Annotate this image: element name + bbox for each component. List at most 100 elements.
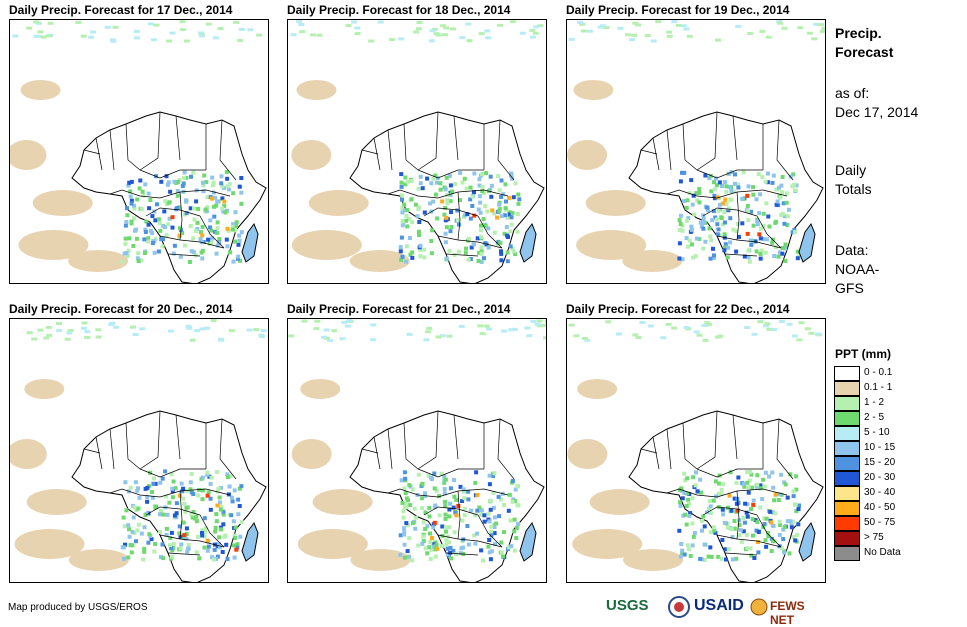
precip-cell — [161, 556, 166, 561]
precip-cell — [166, 180, 171, 185]
precip-cell — [124, 251, 129, 255]
panel-title: Daily Precip. Forecast for 20 Dec., 2014 — [9, 302, 233, 316]
precip-cell — [80, 34, 87, 38]
precip-cell — [110, 39, 117, 43]
precip-cell — [169, 31, 176, 35]
legend-swatch — [834, 501, 860, 516]
precip-cell — [237, 38, 244, 42]
precip-cell — [159, 509, 163, 513]
country-border — [702, 506, 758, 516]
precip-cell — [526, 334, 533, 338]
dry-patch — [24, 379, 65, 399]
precip-cell-heavy — [234, 547, 239, 552]
precip-cell — [206, 544, 211, 549]
precip-cell — [237, 504, 242, 508]
precip-cell — [709, 511, 713, 516]
precip-cell — [751, 223, 756, 228]
precip-cell — [488, 174, 493, 179]
precip-cell-heavy — [182, 533, 187, 538]
precip-cell — [213, 529, 218, 534]
dry-patch — [585, 190, 646, 216]
precip-cell — [723, 220, 727, 225]
precip-cell — [219, 181, 224, 186]
dry-patch — [589, 489, 650, 515]
precip-cell — [210, 555, 214, 560]
precip-cell — [135, 197, 140, 202]
precip-cell — [200, 488, 205, 493]
precip-cell — [428, 39, 435, 43]
precip-cell — [685, 543, 690, 548]
precip-cell — [761, 223, 766, 228]
precip-cell — [208, 218, 213, 223]
precip-cell — [448, 486, 453, 491]
precip-cell — [764, 516, 769, 521]
precip-cell — [139, 258, 144, 263]
precip-cell — [779, 472, 784, 477]
precip-cell — [734, 556, 739, 561]
precip-cell-heavy — [225, 226, 230, 231]
precip-cell — [732, 496, 737, 501]
precip-cell — [738, 528, 743, 533]
precip-cell — [507, 212, 512, 217]
precip-cell — [139, 531, 144, 536]
precip-cell — [783, 242, 788, 247]
precip-cell — [123, 480, 128, 485]
precip-cell — [434, 488, 439, 493]
precip-cell — [728, 240, 733, 245]
precip-cell — [126, 555, 131, 560]
precip-cell — [472, 533, 477, 538]
precip-cell — [723, 245, 728, 250]
precip-cell — [766, 214, 771, 219]
seal-icon — [668, 596, 690, 618]
precip-cell — [404, 244, 409, 249]
precip-cell — [695, 198, 700, 203]
precip-cell — [199, 34, 206, 38]
precip-cell — [795, 533, 800, 537]
precip-cell — [465, 524, 470, 528]
precip-cell — [529, 35, 536, 39]
legend-swatch — [834, 456, 860, 471]
precip-cell — [200, 180, 205, 185]
precip-cell — [703, 173, 708, 178]
precip-cell — [113, 325, 120, 329]
country-border — [145, 506, 201, 516]
country-border — [423, 207, 479, 217]
precip-cell — [766, 327, 773, 331]
precip-cell — [161, 512, 166, 517]
precip-cell — [732, 519, 737, 523]
precip-cell — [239, 201, 244, 206]
precip-cell — [26, 331, 33, 335]
precip-cell — [789, 525, 794, 530]
precip-cell — [146, 239, 151, 244]
forecast-map — [287, 19, 547, 284]
dry-patch — [14, 529, 85, 559]
precip-cell — [184, 536, 189, 541]
precip-cell — [635, 23, 641, 27]
precip-cell — [253, 328, 260, 332]
precip-cell — [448, 545, 453, 550]
precip-cell — [187, 260, 192, 264]
precip-cell — [227, 484, 232, 489]
precip-cell — [47, 21, 54, 25]
country-border — [736, 191, 740, 241]
precip-cell — [180, 184, 185, 188]
precip-cell — [725, 525, 730, 530]
precip-cell — [413, 30, 420, 34]
precip-cell — [789, 521, 794, 526]
precip-cell — [515, 484, 520, 489]
precip-cell — [237, 184, 242, 189]
precip-cell — [212, 204, 216, 209]
precip-cell — [204, 326, 210, 330]
precip-cell — [489, 533, 494, 538]
precip-cell — [199, 327, 206, 331]
precip-cell — [220, 184, 225, 189]
dry-patch — [10, 439, 47, 469]
precip-cell — [731, 189, 736, 194]
precip-cell — [748, 546, 753, 551]
precip-cell — [489, 194, 494, 199]
precip-cell — [742, 484, 747, 489]
precip-cell — [445, 192, 450, 197]
precip-cell — [146, 222, 151, 227]
precip-cell — [153, 542, 158, 546]
precip-cell — [164, 174, 169, 179]
